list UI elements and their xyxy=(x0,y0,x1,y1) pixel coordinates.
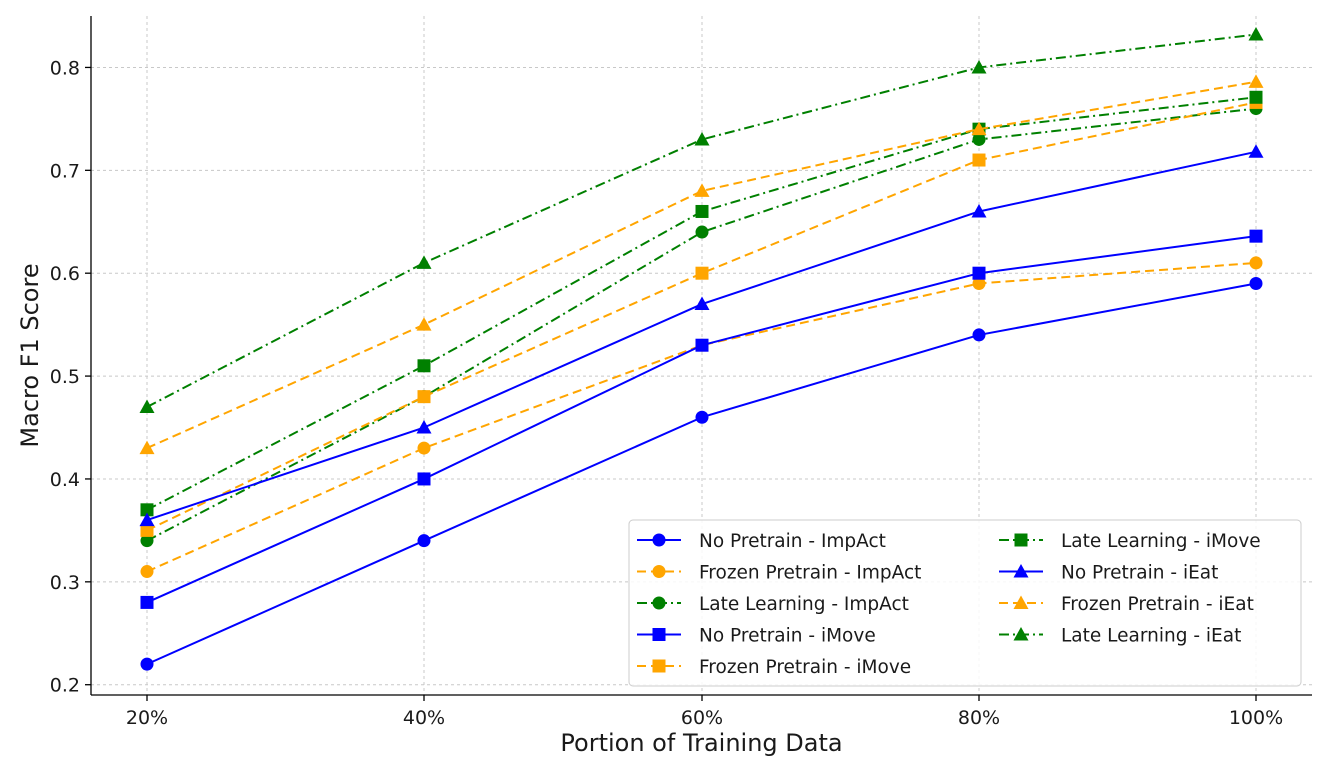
legend-marker xyxy=(652,565,666,578)
legend-label: Frozen Pretrain - iEat xyxy=(1061,594,1254,615)
legend-marker xyxy=(652,659,666,673)
legend-marker xyxy=(652,628,666,641)
series-6 xyxy=(139,144,1264,527)
legend-item: No Pretrain - iMove xyxy=(637,626,876,647)
data-point xyxy=(140,595,154,609)
legend-item: No Pretrain - ImpAct xyxy=(637,531,886,552)
series-line xyxy=(146,96,1257,511)
legend-label: Late Learning - ImpAct xyxy=(699,594,909,615)
legend-label: Frozen Pretrain - ImpAct xyxy=(699,563,921,584)
data-point xyxy=(139,512,155,527)
legend-label: No Pretrain - iMove xyxy=(699,626,876,647)
legend-item: Frozen Pretrain - ImpAct xyxy=(637,563,921,584)
data-point xyxy=(972,266,986,280)
series-line xyxy=(146,33,1257,408)
data-point xyxy=(417,534,431,548)
data-point xyxy=(140,503,154,517)
data-point xyxy=(972,153,986,167)
data-point xyxy=(140,534,154,548)
data-point xyxy=(695,338,709,352)
y-axis-label: Macro F1 Score xyxy=(16,263,44,447)
y-tick-label: 0.6 xyxy=(50,263,80,285)
x-tick-label: 80% xyxy=(958,707,1000,729)
series-0 xyxy=(140,276,1263,671)
y-tick-label: 0.8 xyxy=(50,57,80,79)
data-point xyxy=(1249,276,1263,290)
legend-item: Frozen Pretrain - iMove xyxy=(637,657,911,678)
data-point xyxy=(695,266,709,280)
legend-marker xyxy=(1013,595,1029,609)
data-point xyxy=(972,132,986,146)
data-point xyxy=(1248,144,1264,158)
data-point xyxy=(972,328,986,342)
legend-label: No Pretrain - ImpAct xyxy=(699,531,886,552)
data-point xyxy=(1249,256,1263,270)
axes: 0.2 0.3 0.4 0.5 0.6 0.7 0.8 20% 40% 60% 80% 100% xyxy=(50,16,1312,729)
data-point xyxy=(417,472,431,486)
legend: No Pretrain - ImpAct Frozen Pretrain - Im… xyxy=(628,519,1302,687)
data-point xyxy=(139,399,155,413)
data-point xyxy=(694,131,710,146)
legend-item: Late Learning - iMove xyxy=(999,531,1261,552)
x-tick-label: 100% xyxy=(1229,707,1283,729)
legend-item: No Pretrain - iEat xyxy=(999,563,1218,584)
data-point xyxy=(972,276,986,290)
series-7 xyxy=(139,74,1264,455)
data-point xyxy=(417,390,431,404)
x-axis-label: Portion of Training Data xyxy=(560,729,842,757)
legend-marker xyxy=(652,533,666,547)
x-tick-label: 40% xyxy=(403,707,445,729)
data-point xyxy=(695,410,709,424)
data-point xyxy=(971,121,987,136)
data-point xyxy=(140,523,154,537)
data-point xyxy=(1249,90,1263,104)
legend-item: Late Learning - iEat xyxy=(999,626,1241,647)
legend-label: Late Learning - iMove xyxy=(1061,531,1261,552)
legend-label: No Pretrain - iEat xyxy=(1061,563,1218,584)
data-point xyxy=(416,255,432,269)
legend-item: Late Learning - ImpAct xyxy=(637,594,909,615)
data-point xyxy=(140,657,154,671)
data-point xyxy=(695,204,709,218)
data-point xyxy=(416,317,432,331)
data-point xyxy=(695,225,709,239)
data-point xyxy=(694,296,710,311)
data-point xyxy=(1248,74,1264,88)
data-point xyxy=(416,420,432,434)
x-tick-label: 60% xyxy=(681,707,723,729)
series-2 xyxy=(140,102,1263,548)
legend-item: Frozen Pretrain - iEat xyxy=(999,594,1254,615)
legend-marker xyxy=(652,596,666,610)
legend-marker xyxy=(1013,564,1029,578)
y-tick-label: 0.7 xyxy=(50,160,80,182)
data-point xyxy=(417,359,431,373)
y-tick-label: 0.5 xyxy=(50,366,80,388)
series-8 xyxy=(139,27,1264,413)
data-point xyxy=(1248,27,1264,41)
legend-box xyxy=(628,519,1302,687)
data-point xyxy=(417,441,431,455)
data-point xyxy=(971,203,987,218)
data-point xyxy=(971,59,987,74)
data-point xyxy=(694,183,710,197)
series-group xyxy=(139,27,1264,671)
data-point xyxy=(139,440,155,455)
legend-marker xyxy=(1014,533,1028,547)
y-tick-label: 0.4 xyxy=(50,469,80,491)
y-tick-label: 0.3 xyxy=(50,572,80,594)
series-line xyxy=(146,261,1257,573)
series-3 xyxy=(140,229,1263,609)
series-line xyxy=(146,80,1257,450)
legend-label: Late Learning - iEat xyxy=(1061,626,1241,647)
legend-label: Frozen Pretrain - iMove xyxy=(699,657,911,678)
data-point xyxy=(140,565,154,579)
legend-marker xyxy=(1013,627,1029,641)
x-tick-label: 20% xyxy=(126,707,168,729)
data-point xyxy=(1249,229,1263,243)
y-tick-label: 0.2 xyxy=(50,675,80,697)
